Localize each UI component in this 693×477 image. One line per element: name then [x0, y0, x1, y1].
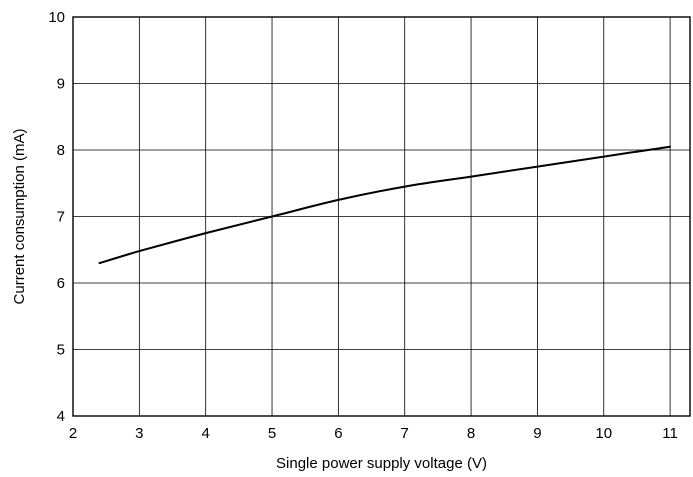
- x-tick-label: 5: [268, 425, 276, 442]
- tick-labels: 2 3 4 5 6 7 8 9 10 11 4 5 6 7 8 9 10: [48, 9, 678, 442]
- y-tick-label: 6: [57, 275, 65, 292]
- x-axis-title: Single power supply voltage (V): [276, 455, 487, 472]
- x-tick-label: 10: [595, 425, 612, 442]
- y-axis-title: Current consumption (mA): [11, 129, 28, 305]
- y-tick-label: 10: [48, 9, 65, 26]
- x-tick-label: 3: [135, 425, 143, 442]
- y-tick-label: 7: [57, 209, 65, 226]
- grid-lines: [73, 17, 690, 416]
- y-tick-label: 4: [57, 408, 65, 425]
- x-tick-label: 11: [662, 425, 678, 442]
- series-line: [98, 145, 672, 265]
- x-tick-label: 6: [334, 425, 342, 442]
- x-tick-label: 8: [467, 425, 475, 442]
- x-tick-label: 9: [533, 425, 541, 442]
- x-tick-label: 2: [69, 425, 77, 442]
- x-tick-label: 4: [202, 425, 210, 442]
- y-tick-label: 5: [57, 342, 65, 359]
- plot-frame: [72, 16, 691, 417]
- y-tick-label: 9: [57, 76, 65, 93]
- y-tick-label: 8: [57, 142, 65, 159]
- x-tick-label: 7: [401, 425, 409, 442]
